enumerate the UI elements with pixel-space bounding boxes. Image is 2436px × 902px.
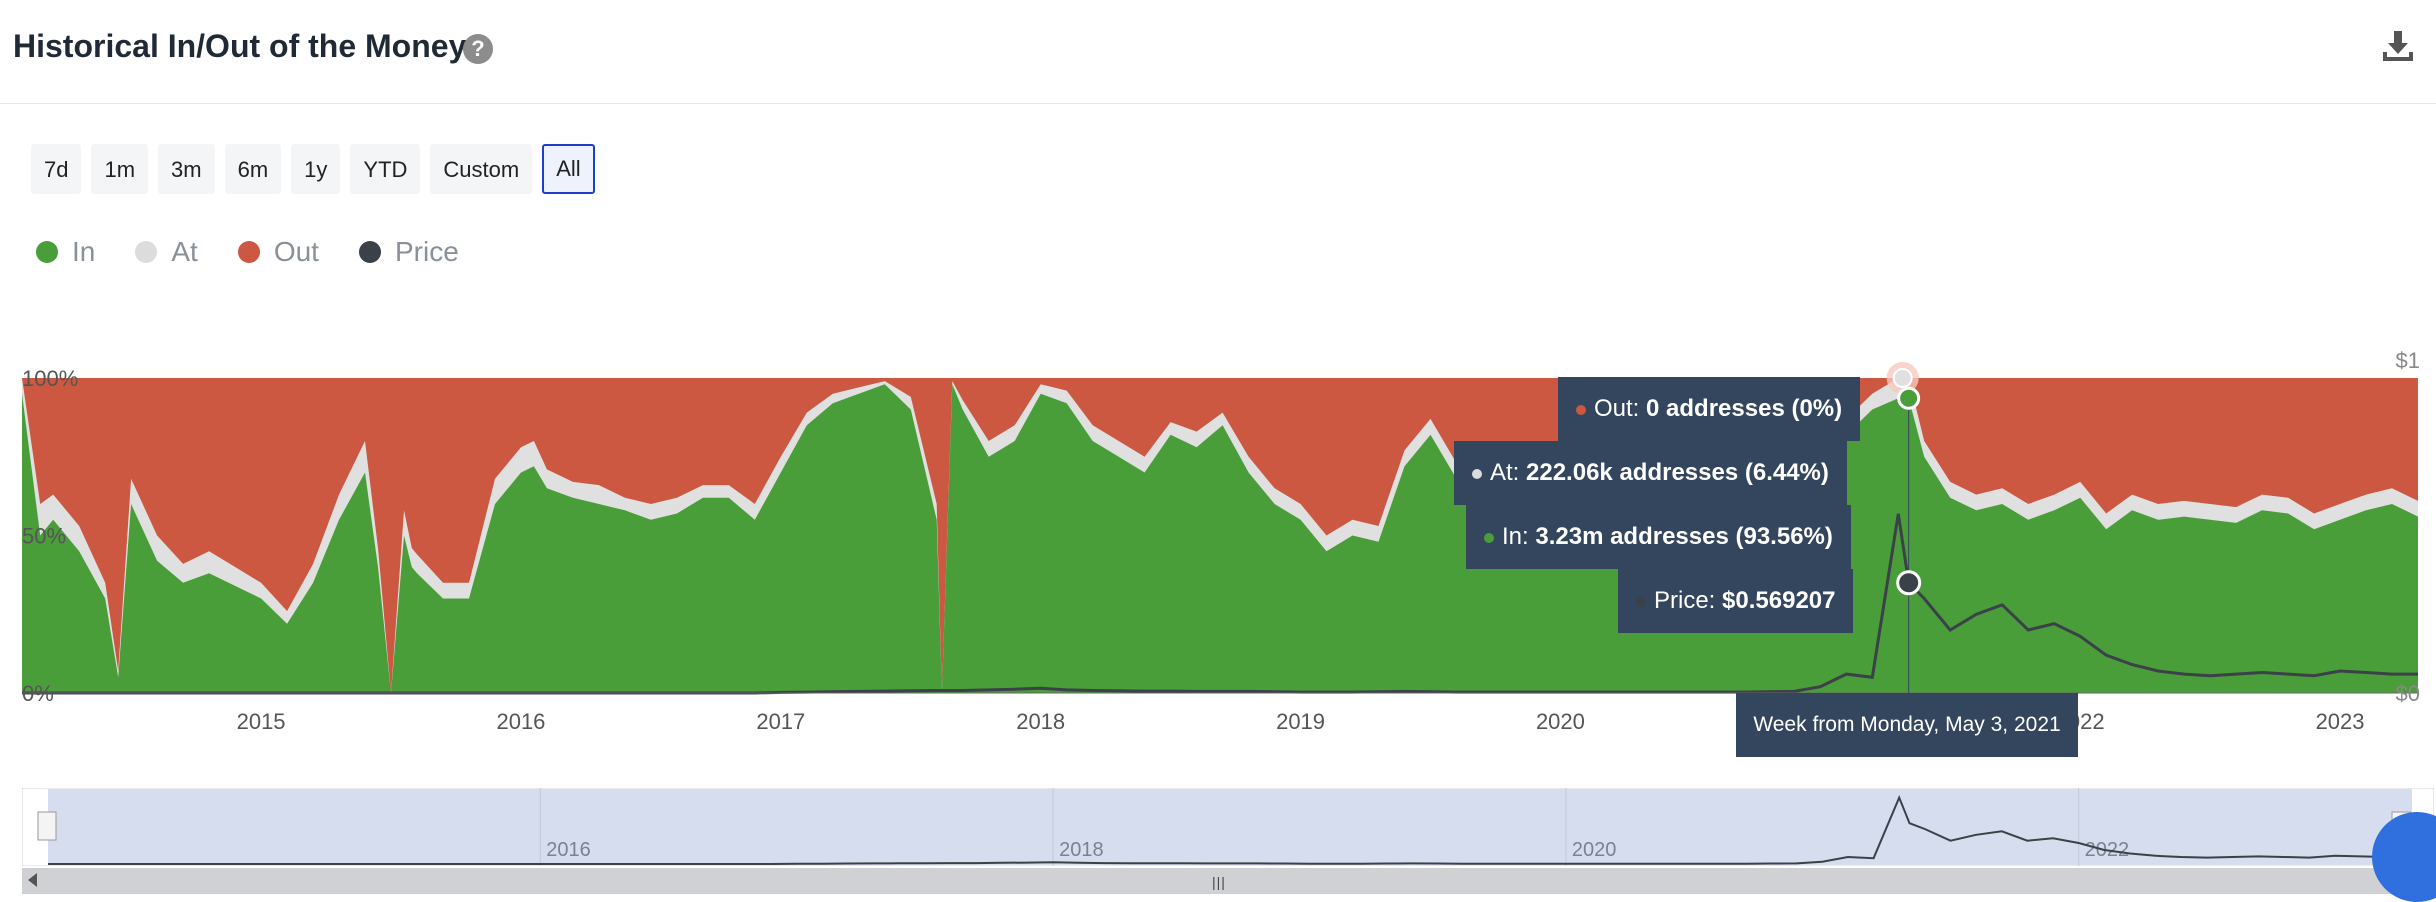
tooltip-at-dot	[1472, 468, 1482, 479]
chart-legend: In At Out Price	[36, 236, 459, 268]
help-icon[interactable]: ?	[463, 34, 493, 64]
legend-item-out[interactable]: Out	[237, 236, 319, 268]
tooltip-price-label: Price:	[1654, 587, 1716, 614]
navigator-tick-label: 2020	[1572, 839, 1617, 861]
in-out-money-chart[interactable]: 2015201620172018201920202021202220230%50…	[0, 0, 2436, 760]
legend-dot-out	[237, 241, 260, 263]
y-left-tick-label: 50%	[22, 524, 66, 549]
tooltip-out: Out: 0 addresses (0%)	[1558, 377, 1861, 441]
y-right-tick-label: $0	[2396, 681, 2420, 706]
range-button-7d[interactable]: 7d	[31, 144, 82, 194]
range-button-3m[interactable]: 3m	[158, 144, 215, 194]
chat-support-icon[interactable]	[2372, 812, 2436, 902]
hover-marker-layer	[1886, 362, 1922, 693]
marker-out-halo	[1886, 362, 1919, 394]
x-tick-label: 2020	[1536, 709, 1585, 734]
tooltip-out-label: Out:	[1594, 395, 1640, 422]
legend-label-out: Out	[273, 236, 319, 267]
tooltip-date: Week from Monday, May 3, 2021	[1736, 693, 2078, 757]
range-button-custom[interactable]: Custom	[430, 144, 533, 194]
range-button-1m[interactable]: 1m	[91, 144, 149, 194]
legend-item-at[interactable]: At	[135, 236, 198, 268]
time-range-selector: 7d 1m 3m 6m 1y YTD Custom All	[31, 144, 595, 194]
x-tick-label: 2023	[2316, 709, 2365, 734]
price-line	[22, 513, 2418, 695]
axis-layer: 2015201620172018201920202021202220230%50…	[22, 348, 2420, 734]
x-tick-label: 2018	[1016, 709, 1065, 734]
marker-in	[1897, 386, 1921, 410]
tooltip-price: Price: $0.569207	[1618, 569, 1854, 633]
x-tick-label: 2015	[237, 709, 286, 734]
area-at	[22, 378, 2418, 693]
x-tick-label: 2016	[496, 709, 545, 734]
navigator-tick-label: 2016	[546, 839, 591, 861]
y-left-tick-label: 100%	[22, 366, 78, 391]
tooltip-in-value: 3.23m addresses (93.56%)	[1535, 523, 1833, 550]
x-tick-label: 2019	[1276, 709, 1325, 734]
legend-item-in[interactable]: In	[36, 236, 95, 268]
tooltip-out-dot	[1576, 404, 1586, 415]
navigator-selection[interactable]	[48, 789, 2412, 865]
legend-dot-price	[358, 241, 381, 263]
tooltip-at-value: 222.06k addresses (6.44%)	[1526, 459, 1829, 486]
legend-dot-in	[36, 241, 58, 263]
tooltip-price-dot	[1636, 596, 1646, 607]
legend-label-price: Price	[394, 236, 459, 267]
tooltip-at: At: 222.06k addresses (6.44%)	[1454, 441, 1847, 505]
legend-item-price[interactable]: Price	[358, 236, 459, 268]
marker-out	[1892, 368, 1913, 388]
tooltip-out-value: 0 addresses (0%)	[1646, 395, 1843, 422]
tooltip-in-label: In:	[1502, 523, 1529, 550]
tooltip-price-value: $0.569207	[1722, 587, 1836, 614]
navigator-tick-label: 2018	[1059, 839, 1104, 861]
legend-label-at: At	[171, 236, 198, 267]
tooltip-in-dot	[1484, 532, 1494, 543]
chart-header: Historical In/Out of the Money ?	[0, 0, 2436, 104]
y-right-tick-label: $1	[2396, 348, 2420, 373]
x-tick-label: 2017	[756, 709, 805, 734]
navigator-handle-left[interactable]	[37, 811, 57, 841]
navigator-scrollbar[interactable]: |||	[22, 868, 2414, 894]
range-navigator[interactable]: 2016 2018 2020 2022	[22, 788, 2434, 866]
legend-label-in: In	[72, 236, 96, 267]
legend-dot-at	[135, 241, 158, 263]
scrollbar-grip[interactable]: |||	[1212, 874, 1226, 890]
area-out	[22, 378, 2418, 693]
range-button-1y[interactable]: 1y	[291, 144, 341, 194]
range-button-6m[interactable]: 6m	[224, 144, 282, 194]
scrollbar-left-arrow[interactable]	[28, 873, 37, 887]
y-left-tick-label: 0%	[22, 681, 54, 706]
tooltip-in: In: 3.23m addresses (93.56%)	[1466, 505, 1851, 569]
download-icon[interactable]	[2380, 28, 2416, 64]
tooltip-at-label: At:	[1490, 459, 1520, 486]
range-button-ytd[interactable]: YTD	[350, 144, 421, 194]
page-title: Historical In/Out of the Money	[13, 28, 467, 64]
range-button-all[interactable]: All	[542, 144, 595, 194]
stacked-area-layer	[22, 378, 2418, 695]
area-in	[22, 384, 2418, 693]
navigator-price-line	[48, 794, 2412, 865]
marker-price	[1896, 570, 1922, 596]
